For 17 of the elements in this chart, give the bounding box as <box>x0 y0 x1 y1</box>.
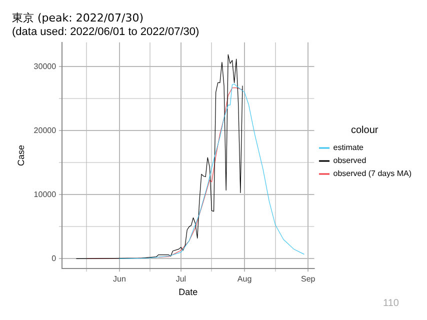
x-axis-title: Date <box>178 287 198 298</box>
y-axis-title: Case <box>16 144 26 166</box>
x-tick-label: Aug <box>237 274 252 284</box>
y-tick-label: 10000 <box>34 190 57 199</box>
x-tick-label: Jun <box>113 274 126 284</box>
legend-label: estimate <box>333 143 364 152</box>
y-tick-label: 0 <box>52 254 57 263</box>
text: 110 <box>383 298 400 309</box>
chart-title: 東京 (peak: 2022/07/30) <box>12 11 144 24</box>
y-tick-label: 30000 <box>34 62 57 71</box>
legend-label: observed (7 days MA) <box>333 169 412 178</box>
x-tick-label: Jul <box>176 274 186 284</box>
legend-title: colour <box>351 124 379 136</box>
y-tick-label: 20000 <box>34 126 57 135</box>
legend-label: observed <box>333 156 366 166</box>
x-tick-label: Sep <box>300 274 316 284</box>
chart-subtitle: (data used: 2022/06/01 to 2022/07/30) <box>12 26 200 38</box>
